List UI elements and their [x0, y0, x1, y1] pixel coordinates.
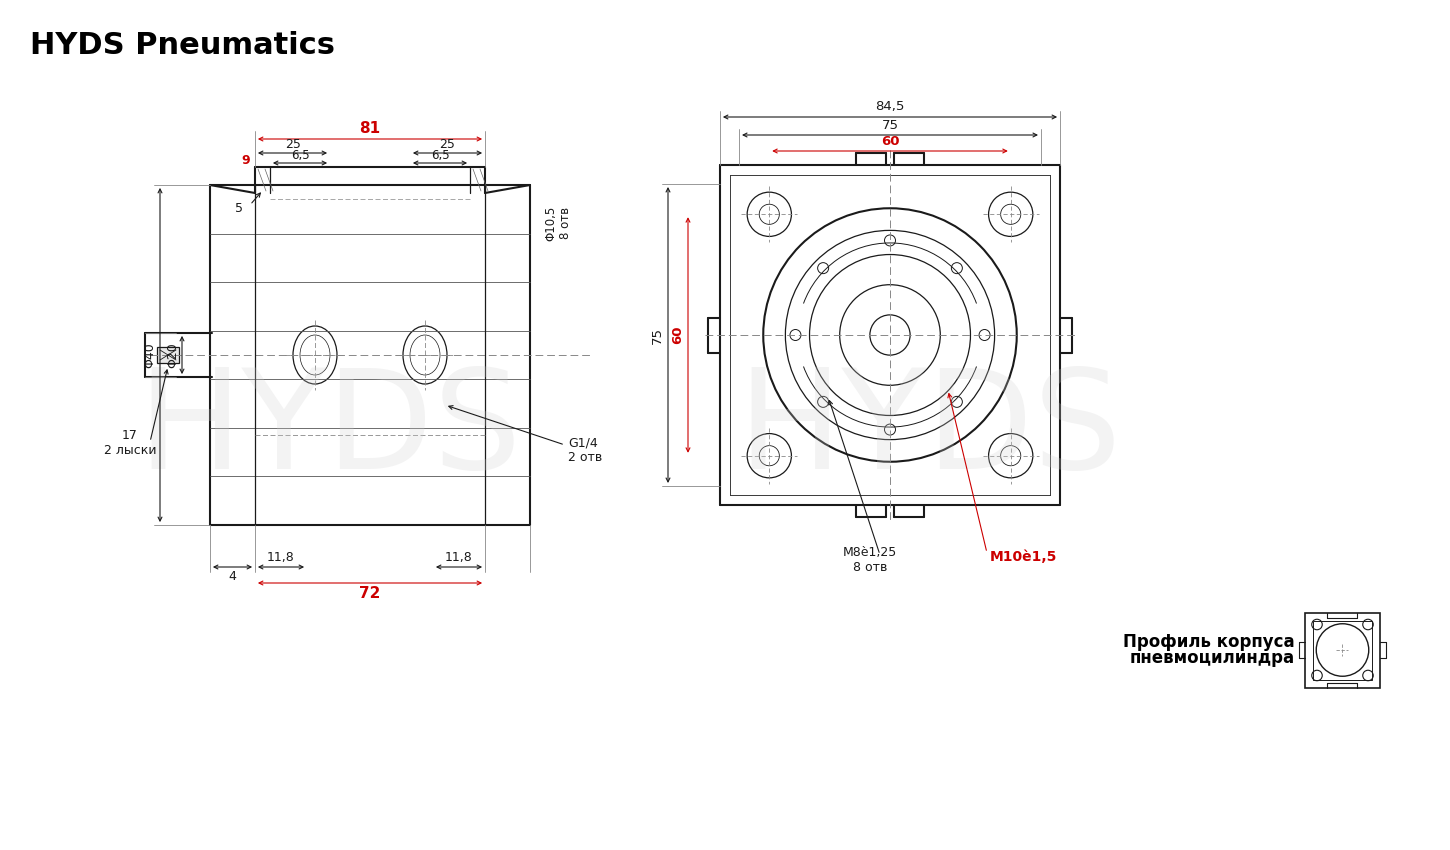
Text: HYDS: HYDS	[738, 362, 1122, 497]
Bar	[1314, 620, 1372, 679]
Text: 81: 81	[360, 121, 380, 135]
Text: 5: 5	[235, 201, 244, 214]
Text: 2 лыски: 2 лыски	[104, 444, 157, 456]
Text: 6,5: 6,5	[290, 149, 309, 162]
Text: Φ40: Φ40	[144, 343, 157, 368]
Text: 9: 9	[241, 154, 249, 167]
Text: HYDS Pneumatics: HYDS Pneumatics	[30, 31, 335, 60]
Text: 11,8: 11,8	[445, 551, 473, 564]
Text: G1/4
2 отв: G1/4 2 отв	[568, 436, 602, 464]
Text: 25: 25	[286, 138, 302, 150]
Text: 72: 72	[360, 586, 381, 602]
Text: Φ20: Φ20	[167, 343, 180, 368]
Text: 60: 60	[671, 326, 684, 344]
Text: 4: 4	[229, 570, 236, 583]
Text: M8ѐ1,25
8 отв: M8ѐ1,25 8 отв	[842, 546, 898, 574]
Bar	[157, 347, 178, 363]
Text: 60: 60	[880, 134, 899, 148]
Text: 17: 17	[122, 428, 138, 441]
Text: 11,8: 11,8	[267, 551, 294, 564]
Bar	[1305, 613, 1380, 688]
Text: Φ10,5
8 отв: Φ10,5 8 отв	[544, 206, 571, 241]
Text: 75: 75	[882, 118, 899, 132]
Text: 84,5: 84,5	[876, 99, 905, 112]
Text: пневмоцилиндра: пневмоцилиндра	[1130, 649, 1295, 667]
Text: 75: 75	[651, 326, 664, 343]
Text: HYDS: HYDS	[138, 362, 522, 497]
Text: 25: 25	[439, 138, 455, 150]
Text: Профиль корпуса: Профиль корпуса	[1124, 633, 1295, 651]
Text: M10ѐ1,5: M10ѐ1,5	[990, 550, 1057, 564]
Text: 6,5: 6,5	[431, 149, 450, 162]
